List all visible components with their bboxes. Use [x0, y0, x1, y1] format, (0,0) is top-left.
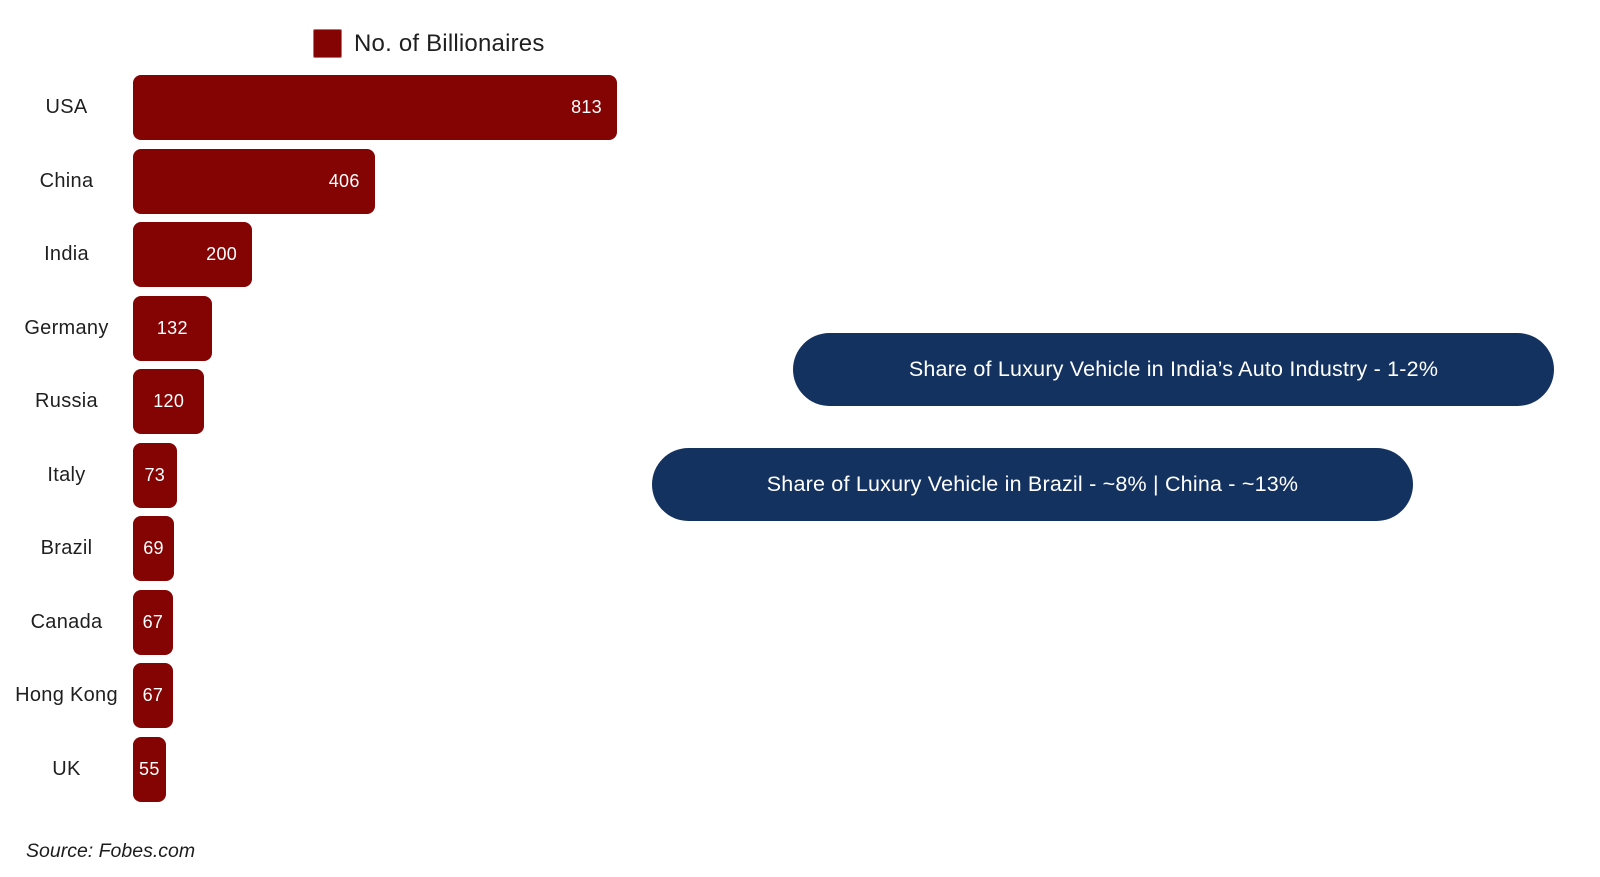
- annotation-pill-india-text: Share of Luxury Vehicle in India’s Auto …: [908, 357, 1439, 381]
- category-label: USA: [45, 96, 88, 118]
- legend: No. of Billionaires: [313, 29, 545, 58]
- bar-value-label: 55: [139, 758, 160, 779]
- category-label: Brazil: [40, 537, 93, 559]
- bar: 67: [133, 663, 173, 728]
- category-label: India: [44, 243, 89, 265]
- bar-row: Brazil 69: [0, 516, 700, 581]
- category-label: Germany: [24, 316, 109, 339]
- bar: 69: [133, 516, 175, 581]
- category-label: Canada: [30, 610, 103, 633]
- bar: 120: [133, 369, 205, 434]
- bar: 67: [133, 589, 173, 655]
- bar: 200: [133, 222, 253, 287]
- category-label: Italy: [47, 463, 86, 486]
- bar-value-label: 132: [156, 317, 188, 338]
- bar-row: USA 813: [0, 75, 700, 140]
- bar-row: UK 55: [0, 736, 700, 802]
- bar-row: China 406: [0, 148, 700, 214]
- bar: 406: [133, 148, 375, 214]
- bar-row: India 200: [0, 222, 700, 287]
- category-label: China: [39, 169, 94, 192]
- bar-value-label: 69: [143, 538, 164, 558]
- bar-row: Italy 73: [0, 442, 700, 508]
- bar-value-label: 67: [142, 685, 164, 705]
- bar: 73: [133, 442, 177, 508]
- category-label: Hong Kong: [15, 684, 118, 706]
- bar-row: Germany 132: [0, 295, 700, 361]
- legend-swatch: [313, 29, 342, 58]
- bar: 813: [133, 75, 617, 140]
- bar-value-label: 120: [153, 391, 185, 411]
- category-label: UK: [52, 757, 81, 780]
- bar-value-label: 200: [206, 244, 238, 264]
- bar-value-label: 813: [571, 97, 602, 117]
- annotation-pill-brazil-china: Share of Luxury Vehicle in Brazil - ~8% …: [652, 448, 1413, 521]
- bar: 132: [133, 295, 212, 361]
- bar-value-label: 67: [142, 611, 164, 632]
- bar-row: Russia 120: [0, 369, 700, 434]
- source-note: Source: Fobes.com: [26, 840, 196, 862]
- category-label: Russia: [35, 390, 98, 412]
- bar-value-label: 406: [328, 170, 360, 191]
- bar-rows: USA 813 China 406 India 200 Germany 132 Russia 12…: [0, 75, 700, 802]
- bar-value-label: 73: [144, 464, 166, 485]
- bar: 55: [133, 736, 166, 802]
- annotation-pill-india: Share of Luxury Vehicle in India’s Auto …: [793, 333, 1554, 406]
- bar-row: Hong Kong 67: [0, 663, 700, 728]
- legend-label: No. of Billionaires: [354, 29, 545, 57]
- bar-row: Canada 67: [0, 589, 700, 655]
- annotation-pill-brazil-china-text: Share of Luxury Vehicle in Brazil - ~8% …: [766, 472, 1299, 496]
